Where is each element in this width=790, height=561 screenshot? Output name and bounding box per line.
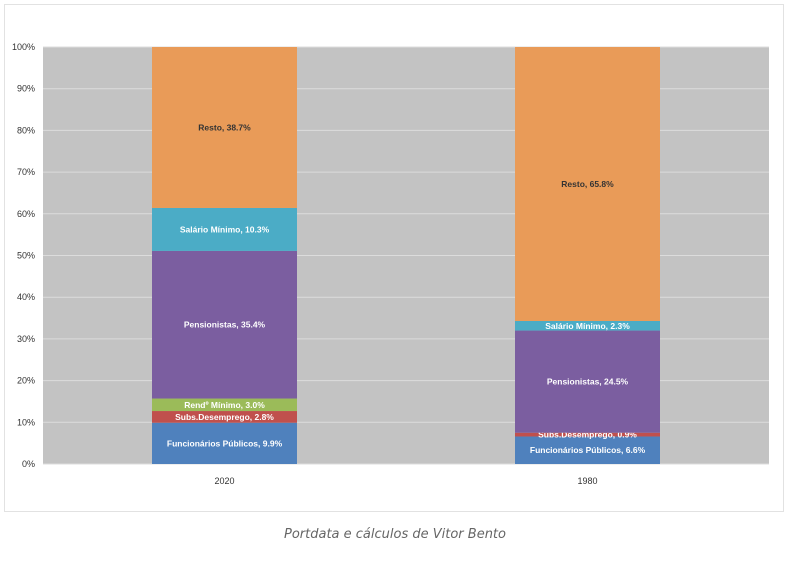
data-label: Salário Mínimo, 10.3% — [180, 224, 270, 234]
data-label: Rendº Mínimo, 3.0% — [184, 400, 265, 410]
y-tick-label: 60% — [17, 209, 35, 219]
bar-segment-subs-desemprego — [152, 411, 297, 423]
y-tick-label: 0% — [22, 459, 35, 469]
y-tick-label: 90% — [17, 84, 35, 94]
bar-segment-funcion-rios-p-blicos — [152, 422, 297, 464]
bar-segment-rend-m-nimo — [152, 398, 297, 412]
stacked-bar-chart: 0% 10% 20% 30% 40% 50% 60% 70% 80% 90% 100% Funcion… — [12, 42, 769, 486]
data-label: Funcionários Públicos, 6.6% — [530, 445, 646, 455]
y-tick-label: 30% — [17, 334, 35, 344]
y-tick-label: 20% — [17, 376, 35, 386]
data-label: Pensionistas, 35.4% — [184, 320, 266, 330]
y-tick-label: 10% — [17, 417, 35, 427]
data-label: Salário Mínimo, 2.3% — [545, 321, 630, 331]
bar-segment-funcion-rios-p-blicos — [515, 436, 660, 464]
data-label: Pensionistas, 24.5% — [547, 377, 629, 387]
y-tick-label: 100% — [12, 42, 35, 52]
data-label: Subs.Desemprego, 0.9% — [538, 430, 637, 440]
chart-frame: 0% 10% 20% 30% 40% 50% 60% 70% 80% 90% 100% Funcion… — [4, 4, 784, 512]
x-tick-label: 1980 — [577, 476, 597, 486]
data-label: Resto, 38.7% — [198, 122, 251, 132]
data-label: Subs.Desemprego, 2.8% — [175, 412, 274, 422]
x-tick-label: 2020 — [214, 476, 234, 486]
bar-segment-sal-rio-m-nimo — [515, 320, 660, 331]
bar-segment-subs-desemprego — [515, 432, 660, 437]
y-tick-label: 50% — [17, 251, 35, 261]
bar-segment-sal-rio-m-nimo — [152, 207, 297, 251]
bar-segment-resto — [152, 47, 297, 208]
bar-segment-resto — [515, 47, 660, 321]
y-tick-label: 70% — [17, 167, 35, 177]
y-tick-label: 80% — [17, 125, 35, 135]
data-label: Resto, 65.8% — [561, 179, 614, 189]
chart-caption: Portdata e cálculos de Vitor Bento — [284, 527, 506, 542]
bar-segment-pensionistas — [152, 250, 297, 399]
data-label: Funcionários Públicos, 9.9% — [167, 438, 283, 448]
y-tick-label: 40% — [17, 292, 35, 302]
bar-segment-pensionistas — [515, 330, 660, 433]
